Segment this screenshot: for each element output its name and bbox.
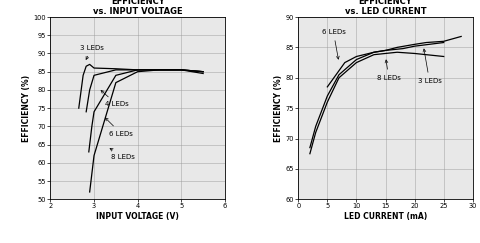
Title: EFFICIENCY
vs. LED CURRENT: EFFICIENCY vs. LED CURRENT <box>345 0 426 16</box>
Text: 8 LEDs: 8 LEDs <box>110 148 135 160</box>
Text: 3 LEDs: 3 LEDs <box>418 49 442 84</box>
Title: EFFICIENCY
vs. INPUT VOLTAGE: EFFICIENCY vs. INPUT VOLTAGE <box>93 0 182 16</box>
X-axis label: INPUT VOLTAGE (V): INPUT VOLTAGE (V) <box>96 212 179 221</box>
Y-axis label: EFFICIENCY (%): EFFICIENCY (%) <box>274 75 283 142</box>
Text: 3 LEDs: 3 LEDs <box>80 45 104 60</box>
Text: 8 LEDs: 8 LEDs <box>377 60 401 81</box>
Y-axis label: EFFICIENCY (%): EFFICIENCY (%) <box>22 75 31 142</box>
Text: 4 LEDs: 4 LEDs <box>101 90 129 107</box>
X-axis label: LED CURRENT (mA): LED CURRENT (mA) <box>344 212 427 221</box>
Text: 6 LEDs: 6 LEDs <box>105 118 133 137</box>
Text: 6 LEDs: 6 LEDs <box>322 29 346 59</box>
